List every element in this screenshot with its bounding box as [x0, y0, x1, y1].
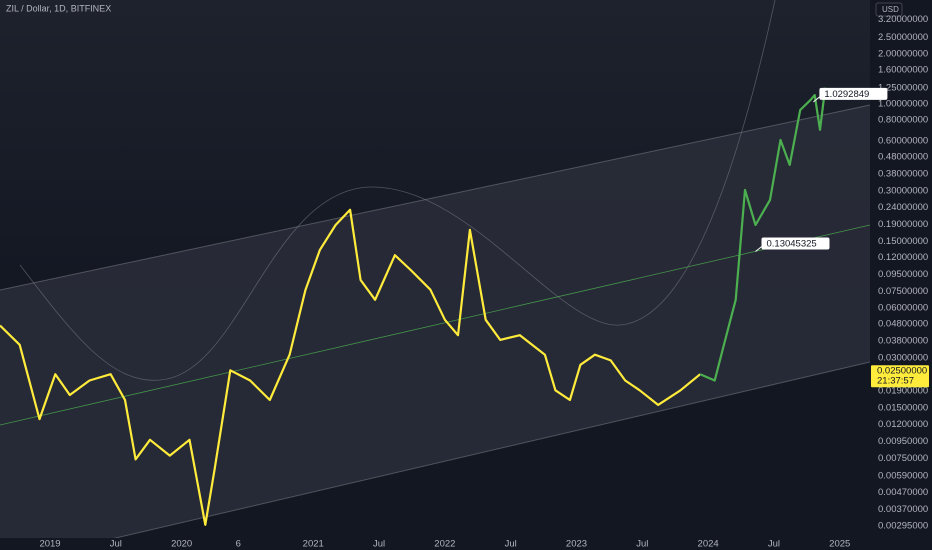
y-tick-label: 0.00370000 — [878, 504, 928, 515]
x-tick-label: Jul — [768, 539, 780, 550]
y-tick-label: 1.25000000 — [878, 82, 928, 93]
x-tick-label: 2021 — [303, 539, 324, 550]
channel-top — [0, 104, 871, 291]
plot — [0, 87, 827, 526]
y-tick-label: 0.01500000 — [878, 403, 928, 414]
y-tick-label: 0.19000000 — [878, 219, 928, 230]
countdown: 21:37:57 — [877, 376, 914, 387]
annotation-box — [761, 237, 830, 250]
y-tick-label: 0.00590000 — [878, 470, 928, 481]
x-tick-label: 2025 — [829, 539, 850, 550]
y-tick-label: 0.48000000 — [878, 152, 928, 163]
y-tick-label: 0.00295000 — [878, 521, 928, 532]
x-tick-label: Jul — [505, 539, 517, 550]
x-tick-label: 2020 — [171, 539, 192, 550]
y-tick-label: 0.03800000 — [878, 335, 928, 346]
y-tick-label: 0.80000000 — [878, 115, 928, 126]
x-tick-label: Jul — [110, 539, 122, 550]
y-tick-label: 0.06000000 — [878, 302, 928, 313]
x-tick-label: 2022 — [434, 539, 455, 550]
cycle-curve — [19, 0, 776, 381]
price-label-box — [871, 365, 929, 388]
y-tick-label: 1.00000000 — [878, 98, 928, 109]
x-tick-label: Jul — [636, 539, 648, 550]
x-tick-label: 2023 — [566, 539, 587, 550]
chart-title: ZIL / Dollar, 1D, BITFINEX — [6, 3, 111, 13]
x-tick-label: 6 — [236, 539, 241, 550]
y-tick-label: 2.50000000 — [878, 32, 928, 43]
channel-median — [0, 224, 871, 426]
y-tick-label: 0.30000000 — [878, 186, 928, 197]
channel-bottom — [62, 361, 871, 550]
y-tick-label: 2.00000000 — [878, 48, 928, 59]
time-axis — [0, 538, 932, 550]
y-tick-label: 0.15000000 — [878, 236, 928, 247]
x-tick-label: 2019 — [39, 539, 60, 550]
y-tick-label: 0.38000000 — [878, 169, 928, 180]
annotation-label: 1.0292849 — [824, 89, 869, 100]
currency-box[interactable] — [875, 2, 903, 17]
y-tick-label: 0.04800000 — [878, 318, 928, 329]
y-tick-label: 0.00470000 — [878, 487, 928, 498]
channel — [0, 105, 870, 550]
price-line — [699, 87, 827, 382]
price-label: 0.02500000 — [877, 366, 927, 377]
y-tick-label: 3.20000000 — [878, 14, 928, 25]
x-tick-label: Jul — [373, 539, 385, 550]
y-tick-label: 0.09500000 — [878, 269, 928, 280]
y-tick-label: 1.60000000 — [878, 64, 928, 75]
y-tick-label: 0.07500000 — [878, 286, 928, 297]
y-tick-label: 0.00750000 — [878, 453, 928, 464]
annotation-box — [819, 87, 888, 100]
y-tick-label: 0.01900000 — [878, 386, 928, 397]
annotation-label: 0.13045325 — [766, 239, 816, 250]
y-tick-label: 0.12000000 — [878, 252, 928, 263]
currency: USD — [882, 5, 899, 14]
x-tick-label: 2024 — [698, 539, 719, 550]
y-tick-label: 0.01200000 — [878, 419, 928, 430]
y-tick-label: 0.24000000 — [878, 202, 928, 213]
y-tick-label: 0.60000000 — [878, 135, 928, 146]
y-tick-label: 0.03000000 — [878, 353, 928, 364]
price-line — [0, 208, 701, 526]
y-tick-label: 0.00950000 — [878, 436, 928, 447]
